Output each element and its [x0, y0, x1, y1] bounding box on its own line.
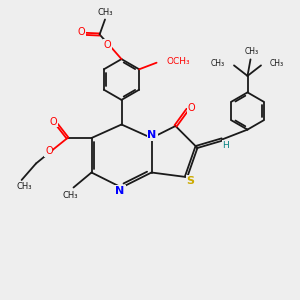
- Text: CH₃: CH₃: [17, 182, 32, 191]
- Text: N: N: [116, 186, 124, 196]
- Text: H: H: [222, 141, 229, 150]
- Text: S: S: [187, 176, 194, 186]
- Text: O: O: [103, 40, 111, 50]
- Text: OCH₃: OCH₃: [166, 57, 190, 66]
- Text: O: O: [50, 116, 57, 127]
- Text: CH₃: CH₃: [245, 47, 259, 56]
- Text: CH₃: CH₃: [211, 59, 225, 68]
- Text: CH₃: CH₃: [270, 59, 284, 68]
- Text: CH₃: CH₃: [63, 190, 78, 200]
- Text: N: N: [148, 130, 157, 140]
- Text: O: O: [187, 103, 195, 113]
- Text: CH₃: CH₃: [97, 8, 113, 17]
- Text: O: O: [78, 27, 86, 38]
- Text: O: O: [45, 146, 53, 157]
